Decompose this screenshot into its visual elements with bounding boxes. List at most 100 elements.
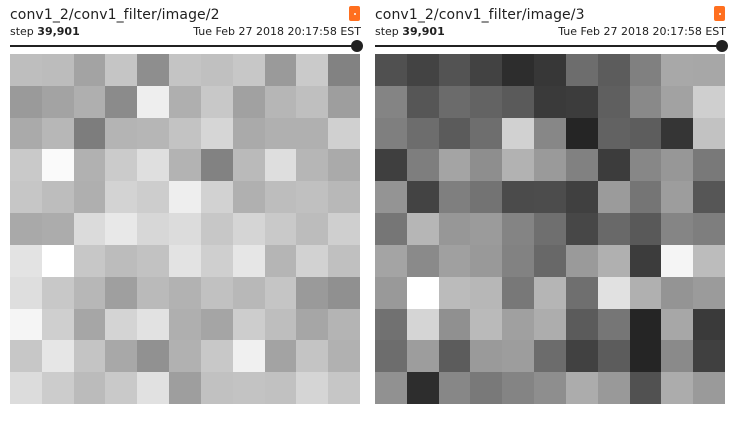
step-slider[interactable]: [373, 40, 728, 52]
image-pixel: [296, 340, 329, 373]
image-pixel: [73, 117, 106, 150]
image-pixel: [406, 149, 439, 182]
image-pixel: [470, 54, 503, 86]
image-pixel: [10, 149, 42, 182]
card-title: conv1_2/conv1_filter/image/3: [375, 7, 585, 23]
image-pixel: [438, 244, 471, 277]
image-pixel: [534, 181, 566, 214]
image-pixel: [534, 54, 566, 86]
slider-thumb[interactable]: [716, 40, 728, 52]
image-pixel: [105, 372, 138, 404]
image-pixel: [502, 181, 535, 214]
image-pixel: [502, 149, 535, 182]
image-pixel: [661, 244, 694, 277]
image-pixel: [232, 372, 265, 404]
slider-track[interactable]: [375, 45, 722, 47]
image-pixel: [169, 244, 201, 277]
image-pixel: [200, 244, 233, 277]
image-pixel: [375, 181, 407, 214]
image-pixel: [406, 85, 439, 118]
image-pixel: [264, 85, 297, 118]
image-pixel: [10, 372, 42, 404]
image-pixel: [534, 117, 566, 150]
image-pixel: [232, 85, 265, 118]
image-pixel: [328, 308, 360, 341]
image-pixel: [200, 117, 233, 150]
image-pixel: [597, 308, 630, 341]
card-title: conv1_2/conv1_filter/image/2: [10, 7, 220, 23]
image-pixel: [661, 276, 694, 309]
image-pixel: [534, 149, 566, 182]
card-menu-button[interactable]: [349, 6, 360, 21]
image-pixel: [534, 276, 566, 309]
image-pixel: [264, 276, 297, 309]
step-value: 39,901: [402, 25, 445, 38]
image-pixel: [328, 117, 360, 150]
card-menu-button[interactable]: [714, 6, 725, 21]
image-pixel: [534, 340, 566, 373]
image-pixel: [502, 54, 535, 86]
image-pixel: [41, 276, 74, 309]
image-pixel: [200, 340, 233, 373]
image-pixel: [438, 149, 471, 182]
image-pixel: [693, 340, 725, 373]
image-pixel: [232, 276, 265, 309]
image-pixel: [502, 117, 535, 150]
image-pixel: [693, 372, 725, 404]
image-pixel: [137, 340, 170, 373]
image-pixel: [597, 276, 630, 309]
step-label: step: [10, 25, 34, 38]
image-pixel: [169, 276, 201, 309]
step-info: step 39,901: [10, 25, 80, 38]
image-pixel: [693, 85, 725, 118]
image-pixel: [406, 244, 439, 277]
slider-track[interactable]: [10, 45, 357, 47]
image-pixel: [328, 149, 360, 182]
image-pixel: [375, 149, 407, 182]
image-pixel: [597, 149, 630, 182]
image-pixel: [232, 213, 265, 245]
image-pixel: [406, 276, 439, 309]
image-pixel: [438, 340, 471, 373]
image-pixel: [693, 149, 725, 182]
image-pixel: [264, 117, 297, 150]
image-pixel: [565, 244, 598, 277]
image-pixel: [41, 308, 74, 341]
step-info: step 39,901: [375, 25, 445, 38]
image-pixel: [41, 244, 74, 277]
image-pixel: [375, 244, 407, 277]
image-pixel: [406, 54, 439, 86]
image-pixel: [328, 244, 360, 277]
image-pixel: [296, 276, 329, 309]
image-pixel: [629, 372, 662, 404]
image-pixel: [328, 340, 360, 373]
image-pixel: [169, 117, 201, 150]
image-pixel: [264, 340, 297, 373]
image-pixel: [73, 244, 106, 277]
image-pixel: [105, 340, 138, 373]
image-pixel: [105, 149, 138, 182]
image-pixel: [10, 85, 42, 118]
image-pixel: [328, 372, 360, 404]
image-pixel: [565, 308, 598, 341]
image-pixel: [200, 85, 233, 118]
image-card-right: conv1_2/conv1_filter/image/3 step 39,901…: [373, 0, 728, 421]
image-pixel: [232, 54, 265, 86]
image-pixel: [438, 308, 471, 341]
image-pixel: [693, 276, 725, 309]
card-meta: step 39,901 Tue Feb 27 2018 20:17:58 EST: [375, 25, 726, 38]
image-pixel: [661, 213, 694, 245]
image-pixel: [137, 54, 170, 86]
image-pixel: [105, 54, 138, 86]
more-vertical-icon: [718, 12, 721, 15]
image-pixel: [105, 308, 138, 341]
image-pixel: [169, 308, 201, 341]
slider-thumb[interactable]: [351, 40, 363, 52]
image-pixel: [264, 54, 297, 86]
step-label: step: [375, 25, 399, 38]
image-pixel: [693, 117, 725, 150]
image-pixel: [502, 340, 535, 373]
step-slider[interactable]: [8, 40, 363, 52]
image-pixel: [470, 308, 503, 341]
image-pixel: [264, 372, 297, 404]
